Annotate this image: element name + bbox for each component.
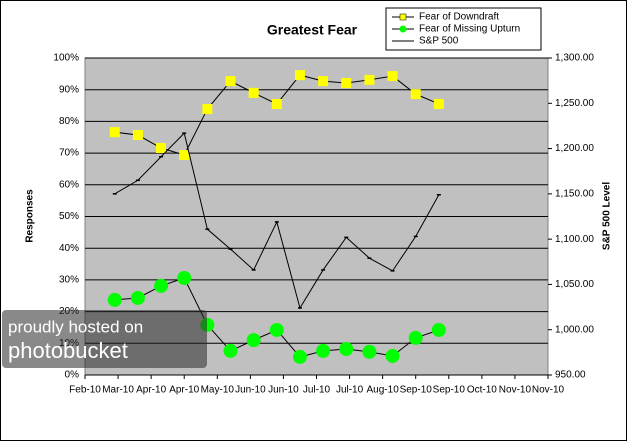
- x-tick-label: Jun-10: [235, 385, 266, 396]
- x-tick-label: Feb-10: [69, 385, 101, 396]
- data-point: [387, 71, 398, 82]
- legend-label: Fear of Missing Upturn: [419, 24, 520, 35]
- y2-axis-label: S&P 500 Level: [602, 182, 613, 250]
- y2-tick-label: 950.00: [555, 370, 586, 381]
- x-tick-label: Aug-10: [367, 385, 400, 396]
- data-point: [410, 89, 421, 100]
- data-point: [341, 78, 352, 89]
- data-point: [248, 87, 259, 98]
- x-tick-label: Apr-10: [169, 385, 199, 396]
- data-point: [179, 150, 190, 161]
- y-tick-label: 0%: [65, 370, 80, 381]
- x-tick-label: Mar-10: [102, 385, 134, 396]
- data-point: [130, 290, 145, 305]
- data-point: [362, 344, 377, 359]
- chart-title: Greatest Fear: [267, 22, 358, 38]
- watermark-box: [2, 310, 207, 368]
- data-point: [318, 76, 329, 87]
- x-tick-label: Oct-10: [467, 385, 497, 396]
- data-point: [246, 333, 261, 348]
- x-tick-label: Jul-10: [336, 385, 364, 396]
- data-point: [109, 127, 120, 138]
- y2-tick-label: 1,000.00: [555, 324, 594, 335]
- data-point: [431, 322, 446, 337]
- legend-marker: [399, 25, 407, 33]
- data-point: [223, 343, 238, 358]
- y2-tick-label: 1,150.00: [555, 188, 594, 199]
- data-point: [294, 70, 305, 81]
- x-tick-label: May-10: [201, 385, 235, 396]
- y-tick-label: 90%: [59, 84, 79, 95]
- x-tick-label: Jun-10: [268, 385, 299, 396]
- data-point: [385, 348, 400, 363]
- data-point: [202, 104, 213, 115]
- y-axis-label: Responses: [25, 189, 36, 243]
- y2-tick-label: 1,300.00: [555, 53, 594, 64]
- data-point: [156, 143, 167, 154]
- y2-tick-label: 1,100.00: [555, 234, 594, 245]
- data-point: [292, 349, 307, 364]
- x-tick-label: Nov-10: [532, 385, 565, 396]
- data-point: [339, 342, 354, 357]
- x-tick-label: Jul-10: [303, 385, 331, 396]
- data-point: [225, 76, 236, 87]
- legend-marker: [399, 13, 407, 21]
- y2-tick-label: 1,200.00: [555, 143, 594, 154]
- watermark-text: proudly hosted on: [8, 317, 143, 336]
- data-point: [107, 292, 122, 307]
- y2-tick-label: 1,050.00: [555, 279, 594, 290]
- data-point: [132, 130, 143, 141]
- data-point: [364, 74, 375, 85]
- x-tick-label: Apr-10: [136, 385, 166, 396]
- data-point: [269, 322, 284, 337]
- data-point: [177, 270, 192, 285]
- y-tick-label: 40%: [59, 243, 79, 254]
- data-point: [408, 330, 423, 345]
- y-tick-label: 50%: [59, 211, 79, 222]
- y-tick-label: 100%: [53, 53, 79, 64]
- watermark-text: photobucket: [8, 338, 128, 363]
- data-point: [271, 98, 282, 109]
- data-point: [316, 343, 331, 358]
- y2-tick-label: 1,250.00: [555, 98, 594, 109]
- x-tick-label: Sep-10: [400, 385, 433, 396]
- legend-label: S&P 500: [419, 36, 459, 47]
- x-tick-label: Sep-10: [433, 385, 466, 396]
- x-tick-label: Nov-10: [499, 385, 532, 396]
- data-point: [154, 278, 169, 293]
- data-point: [433, 98, 444, 109]
- legend-label: Fear of Downdraft: [419, 12, 499, 23]
- y-tick-label: 70%: [59, 148, 79, 159]
- y-tick-label: 30%: [59, 275, 79, 286]
- y-tick-label: 80%: [59, 116, 79, 127]
- y-tick-label: 60%: [59, 179, 79, 190]
